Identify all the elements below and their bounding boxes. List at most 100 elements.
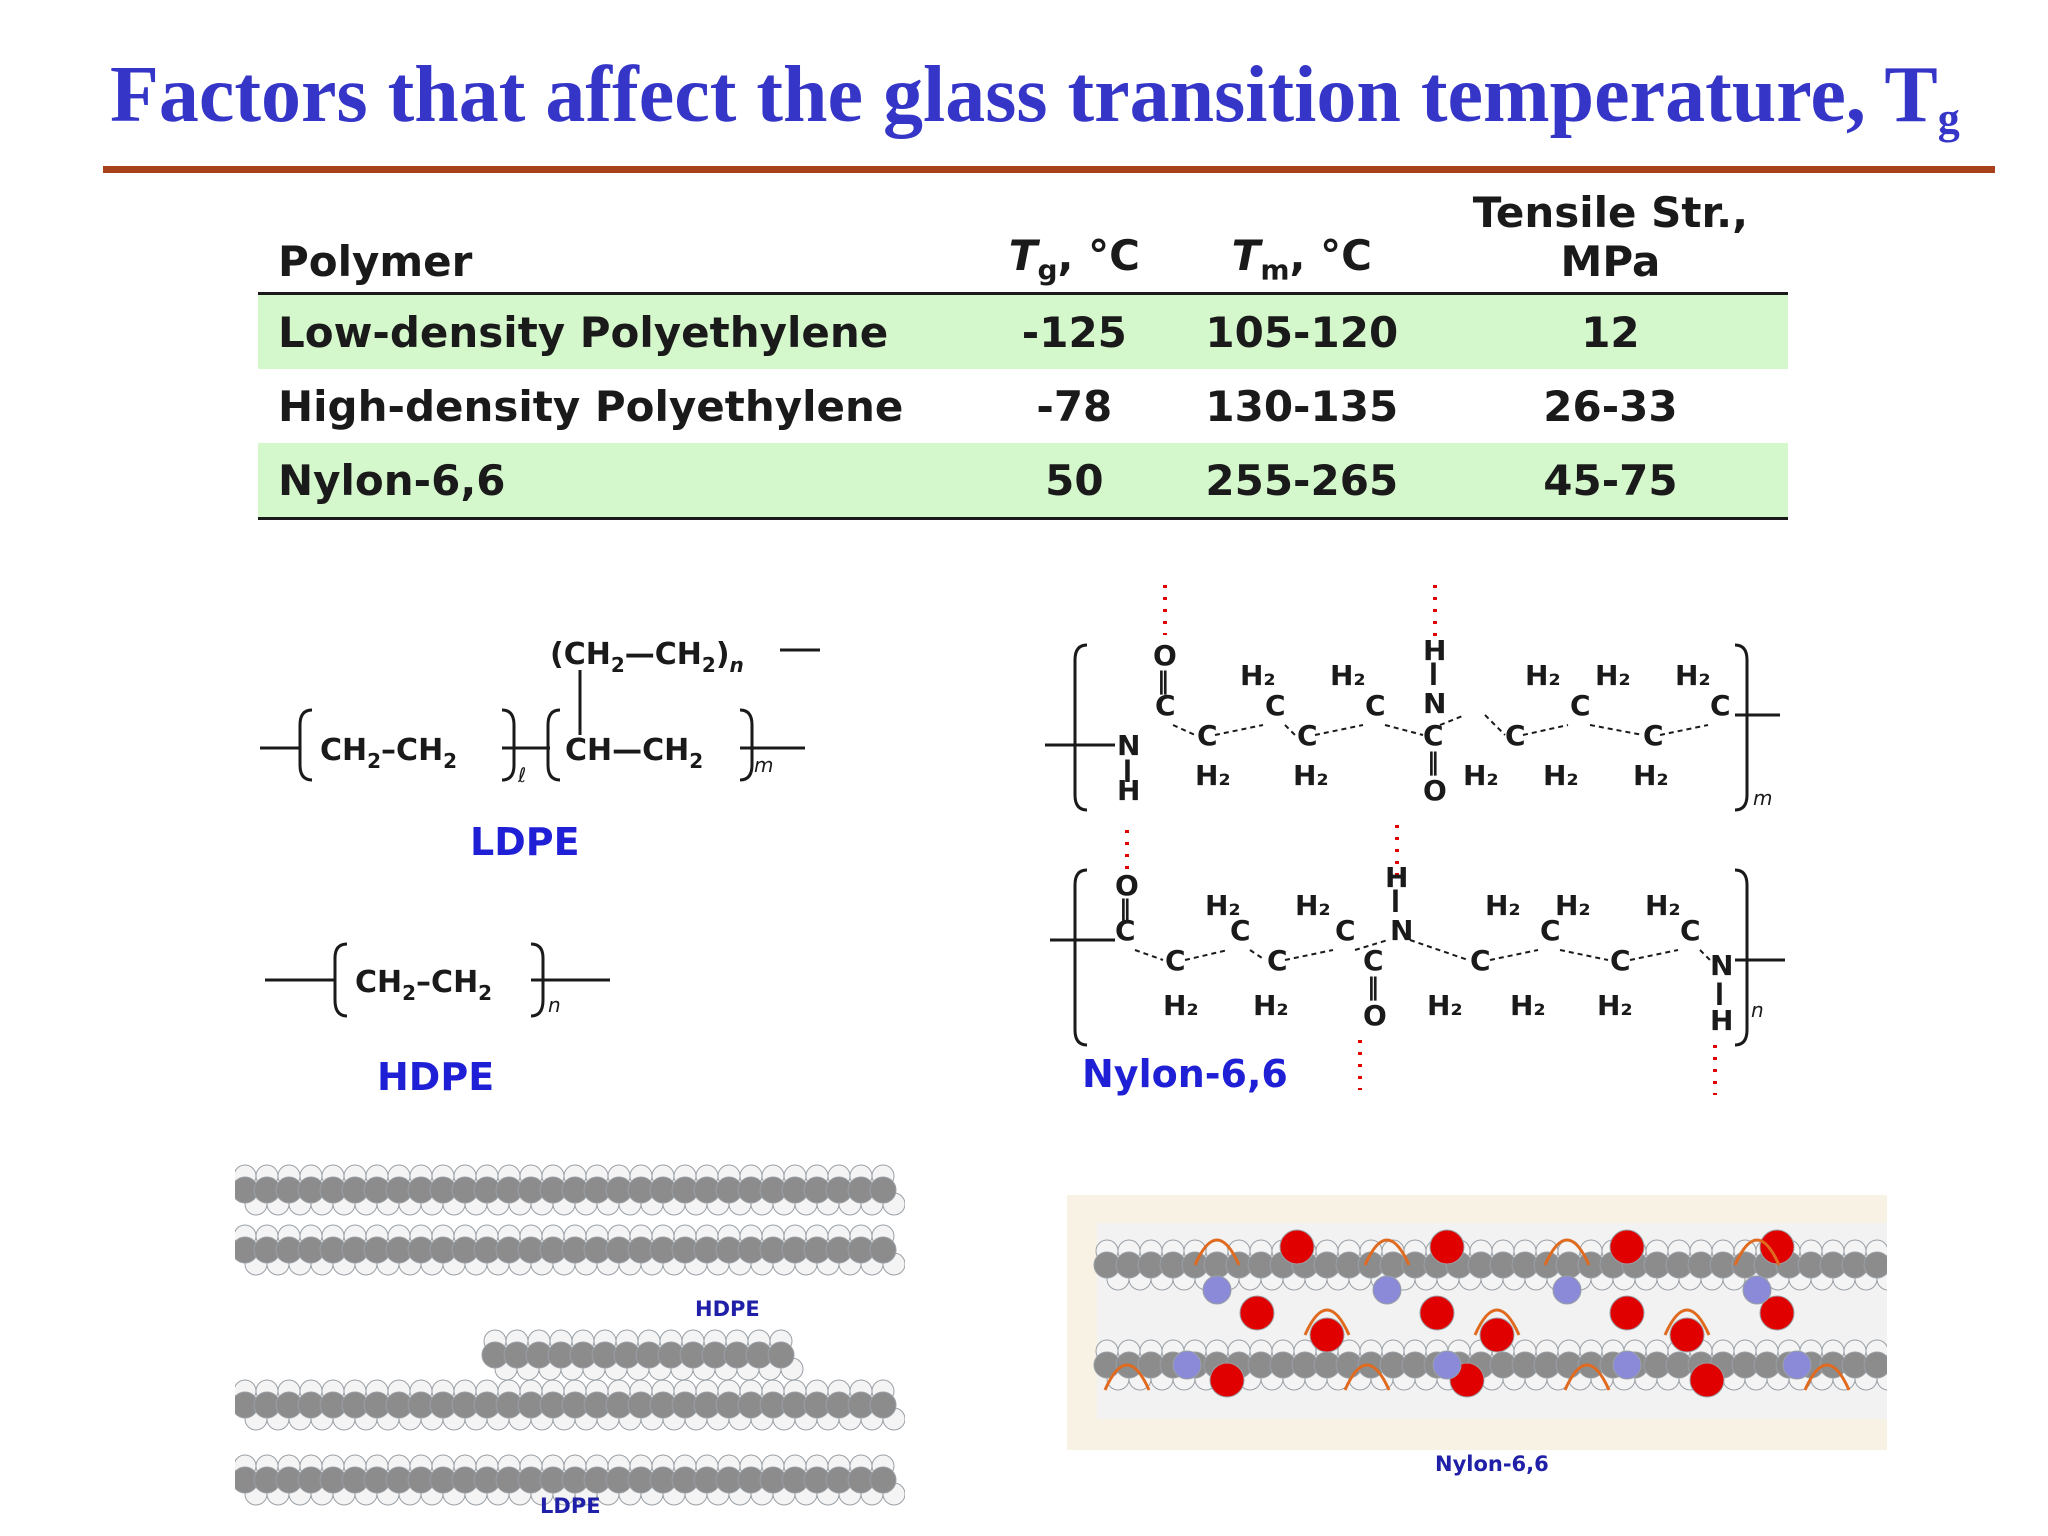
table-row: High-density Polyethylene -78 130-135 26… [258, 369, 1788, 443]
nylon-atom-symbol: N [1390, 914, 1413, 947]
carbon-ball [869, 1236, 897, 1264]
nylon-ch2-group: H₂ [1163, 989, 1199, 1022]
nylon-atom-symbol: ‖ [1119, 895, 1131, 923]
header-tm: Tm, °C [1171, 180, 1433, 294]
hydrogen-bond-arc [1563, 1363, 1611, 1391]
nylon-ch2-group: H₂ [1510, 989, 1546, 1022]
nylon-atom-symbol: H [1385, 861, 1408, 894]
carbon-ball [869, 1176, 897, 1204]
nylon-atom-symbol: C [1423, 719, 1444, 752]
nylon-atom-symbol: ‖ [1427, 748, 1439, 776]
hydrogen-bond-arc [1193, 1238, 1241, 1266]
header-tm-sub: m [1260, 253, 1290, 286]
carbon-ball [1863, 1251, 1887, 1279]
nylon-atom-symbol: ǀ [1715, 978, 1724, 1006]
nylon-ch2-group: H₂ [1645, 889, 1681, 922]
nylon-atom-symbol: H [1423, 634, 1446, 667]
cell-tm: 130-135 [1205, 381, 1399, 431]
nylon-ch2-group: H₂ [1485, 889, 1521, 922]
nylon-ch2-group: H₂ [1427, 989, 1463, 1022]
hydrogen-bond-arc [1343, 1363, 1391, 1391]
nylon-atom-symbol: N [1117, 729, 1140, 762]
header-tg-unit: , °C [1057, 230, 1140, 280]
nylon-ch2-group: H₂ [1597, 989, 1633, 1022]
oxygen-ball [1209, 1362, 1245, 1398]
hydrogen-bond-arc [1303, 1308, 1351, 1336]
hydrogen-bond-arc [1473, 1308, 1521, 1336]
nitrogen-ball [1202, 1275, 1232, 1305]
nylon-atom-symbol: C [1363, 944, 1384, 977]
oxygen-ball [1309, 1317, 1345, 1353]
nylon-structure-label: Nylon-6,6 [1082, 1052, 1288, 1096]
nylon-ch2-group: H₂ [1293, 759, 1329, 792]
ldpe-main-sub: ℓ [517, 763, 526, 787]
nylon-atom-symbol: C [1265, 689, 1286, 722]
hdpe-model-image [235, 1150, 905, 1290]
nylon-ch2-group: H₂ [1595, 659, 1631, 692]
nylon-ch2-group: H₂ [1330, 659, 1366, 692]
carbon-ball [869, 1466, 897, 1494]
nitrogen-ball [1372, 1275, 1402, 1305]
ldpe-branch-unit-sub: m [754, 753, 773, 777]
nylon-atom-symbol: H [1710, 1004, 1733, 1037]
nylon-atom-symbol: C [1155, 689, 1176, 722]
ldpe-model-image [235, 1325, 905, 1530]
carbon-ball [1863, 1351, 1887, 1379]
nylon-atom-symbol: C [1470, 944, 1491, 977]
nylon-atom-symbol: C [1610, 944, 1631, 977]
nylon-atom-symbol: C [1505, 719, 1526, 752]
cell-tensile: 45-75 [1432, 443, 1788, 519]
nylon-atom-symbol: ǀ [1429, 658, 1438, 686]
nitrogen-ball [1432, 1350, 1462, 1380]
nylon-top-repeat-sub: m [1753, 786, 1772, 810]
cell-polymer: High-density Polyethylene [278, 381, 904, 431]
cell-tensile: 26-33 [1543, 381, 1678, 431]
table-row: Nylon-6,6 50 255-265 45-75 [258, 443, 1788, 519]
nitrogen-ball [1552, 1275, 1582, 1305]
hydrogen-bond-arc [1733, 1238, 1781, 1266]
page-title: Factors that affect the glass transition… [110, 50, 2010, 144]
oxygen-ball [1419, 1295, 1455, 1331]
nylon-atom-symbol: C [1335, 914, 1356, 947]
nylon-atom-symbol: C [1267, 944, 1288, 977]
nylon-ch2-group: H₂ [1633, 759, 1669, 792]
hydrogen-bond-arc [1803, 1363, 1851, 1391]
ldpe-main-unit: CH2–CH2 [320, 733, 457, 773]
oxygen-ball [1239, 1295, 1275, 1331]
polymer-properties-table: Polymer Tg, °C Tm, °C Tensile Str., MPa L… [258, 180, 1788, 520]
nylon-atom-symbol: C [1115, 914, 1136, 947]
hydrogen-bond-arc [1663, 1308, 1711, 1336]
nylon-ch2-group: H₂ [1463, 759, 1499, 792]
cell-polymer: Low-density Polyethylene [258, 293, 978, 369]
oxygen-ball [1279, 1229, 1315, 1265]
table-row: Low-density Polyethylene -125 105-120 12 [258, 293, 1788, 369]
nylon-atom-symbol: C [1197, 719, 1218, 752]
nylon-ch2-group: H₂ [1253, 989, 1289, 1022]
nylon-ch2-group: H₂ [1240, 659, 1276, 692]
cell-tg: 50 [978, 443, 1171, 519]
header-tensile-line2: MPa [1560, 237, 1661, 286]
hdpe-structure-label: HDPE [377, 1055, 495, 1099]
header-polymer: Polymer [278, 237, 473, 286]
hdpe-unit: CH2–CH2 [355, 965, 492, 1005]
header-tensile-line1: Tensile Str., [1472, 188, 1749, 237]
nylon-atom-symbol: C [1570, 689, 1591, 722]
cell-tensile: 12 [1432, 293, 1788, 369]
ldpe-structure-label: LDPE [470, 820, 580, 864]
cell-tg: -125 [978, 293, 1171, 369]
nylon-ch2-group: H₂ [1525, 659, 1561, 692]
nylon-atom-symbol: C [1643, 719, 1664, 752]
nylon-model-image [1067, 1195, 1887, 1450]
ldpe-branch-unit: CH—CH2 [565, 733, 703, 773]
cell-polymer: Nylon-6,6 [258, 443, 978, 519]
nylon-ch2-group: H₂ [1555, 889, 1591, 922]
nylon-ch2-group: H₂ [1195, 759, 1231, 792]
header-tensile: Tensile Str., MPa [1433, 180, 1788, 294]
hydrogen-bond-arc [1543, 1238, 1591, 1266]
hdpe-structure: CH2–CH2 n [265, 942, 610, 1018]
nylon-ch2-group: H₂ [1205, 889, 1241, 922]
nitrogen-ball [1742, 1275, 1772, 1305]
nylon-atom-symbol: ‖ [1367, 973, 1379, 1001]
hydrogen-bond-arc [1363, 1238, 1411, 1266]
